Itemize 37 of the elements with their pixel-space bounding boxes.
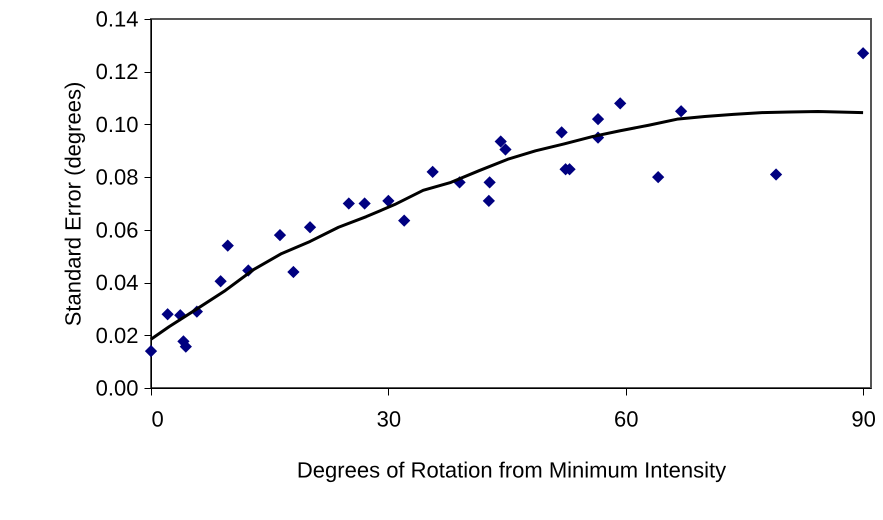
y-axis-title: Standard Error (degrees) — [60, 82, 86, 326]
y-tick-label: 0.04 — [96, 270, 138, 296]
point — [484, 176, 496, 189]
point — [482, 194, 495, 207]
x-tick-label: 60 — [614, 406, 638, 432]
y-tick-label: 0.00 — [96, 376, 138, 400]
point — [144, 344, 158, 358]
point — [674, 105, 688, 118]
x-axis-title: Degrees of Rotation from Minimum Intensity — [296, 458, 726, 482]
x-tick-label: 0 — [152, 406, 164, 432]
point — [426, 166, 439, 178]
point — [304, 221, 316, 234]
point — [770, 168, 782, 181]
point — [274, 229, 286, 242]
point — [287, 266, 300, 278]
point — [382, 194, 394, 207]
point — [494, 135, 507, 148]
point — [614, 97, 626, 110]
y-tick-label: 0.14 — [96, 6, 138, 32]
y-tick-label: 0.02 — [96, 322, 138, 348]
point — [856, 47, 870, 60]
point — [214, 275, 227, 288]
point — [398, 214, 410, 227]
point — [222, 240, 234, 252]
y-tick-label: 0.12 — [96, 59, 138, 84]
x-tick-label: 90 — [851, 406, 876, 432]
point — [161, 308, 174, 320]
point — [556, 126, 568, 138]
y-tick-label: 0.08 — [96, 164, 138, 190]
point — [499, 143, 512, 156]
x-tick-label: 30 — [376, 406, 402, 432]
y-tick-label: 0.10 — [96, 112, 138, 137]
point — [358, 197, 371, 210]
y-tick-label: 0.06 — [96, 217, 138, 242]
point — [592, 113, 604, 126]
point — [652, 171, 664, 184]
point — [342, 197, 355, 210]
